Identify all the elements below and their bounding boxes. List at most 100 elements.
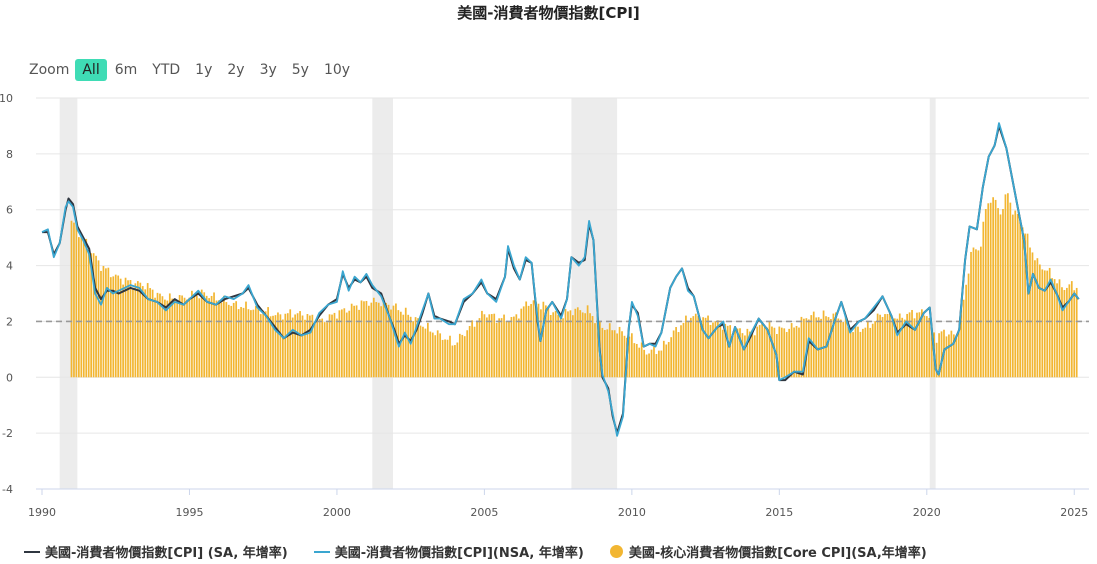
- core-cpi-bar: [429, 331, 432, 378]
- core-cpi-bar: [717, 320, 719, 378]
- core-cpi-bar: [117, 275, 120, 378]
- range-button-all[interactable]: All: [75, 59, 107, 81]
- core-cpi-bar: [923, 315, 926, 378]
- core-cpi-bar: [650, 349, 653, 378]
- core-cpi-bar: [935, 342, 938, 378]
- core-cpi-bar: [360, 300, 363, 378]
- core-cpi-bar: [680, 325, 682, 378]
- core-cpi-bar: [134, 283, 137, 378]
- core-cpi-bar: [785, 332, 788, 378]
- core-cpi-bar: [658, 350, 660, 378]
- core-cpi-bar: [746, 328, 749, 378]
- core-cpi-bar: [451, 345, 454, 378]
- range-button-5y[interactable]: 5y: [291, 62, 309, 78]
- core-cpi-bar: [913, 318, 916, 378]
- recession-band-2: [571, 98, 618, 489]
- core-cpi-bar: [257, 306, 260, 378]
- core-cpi-bar: [382, 298, 385, 378]
- core-cpi-bar: [908, 312, 911, 378]
- core-cpi-bar: [768, 322, 771, 378]
- legend-label: 美國-消費者物價指數[CPI](NSA, 年增率): [334, 546, 584, 561]
- core-cpi-bar: [576, 307, 579, 378]
- core-cpi-bar: [503, 314, 505, 378]
- core-cpi-bar: [151, 289, 154, 378]
- core-cpi-bar: [532, 300, 535, 378]
- core-cpi-bar: [481, 310, 483, 378]
- core-cpi-bar: [1031, 252, 1034, 378]
- core-cpi-bar: [1046, 270, 1049, 378]
- core-cpi-bar: [82, 239, 85, 378]
- core-cpi-bar: [164, 299, 166, 378]
- core-cpi-bar: [363, 301, 365, 378]
- core-cpi-bar: [719, 324, 722, 378]
- y-tick-label: 0: [6, 371, 13, 384]
- core-cpi-bar: [321, 318, 324, 378]
- core-cpi-bar: [284, 313, 287, 378]
- core-cpi-bar: [1051, 278, 1053, 378]
- core-cpi-bar: [773, 327, 776, 378]
- x-tick-label: 2015: [765, 506, 793, 519]
- range-button-ytd[interactable]: YTD: [152, 62, 181, 78]
- core-cpi-bar: [594, 323, 596, 378]
- axes: -4 -2 0 2 4 6 8 10 1990 1995 2000 2005 2010 2015 2020 2…: [0, 92, 1089, 519]
- grid-lines: [36, 97, 1089, 490]
- core-cpi-bar: [623, 335, 626, 378]
- core-cpi-bar: [368, 305, 370, 378]
- core-cpi-bar: [286, 313, 289, 378]
- core-cpi-bar: [191, 290, 193, 378]
- core-cpi-bar: [665, 344, 668, 378]
- core-cpi-bar: [975, 249, 977, 378]
- legend-item-cpi-sa[interactable]: 美國-消費者物價指數[CPI] (SA, 年增率): [24, 542, 288, 561]
- core-cpi-bar: [1024, 233, 1026, 378]
- core-cpi-bar: [468, 325, 471, 378]
- range-button-6m[interactable]: 6m: [114, 62, 138, 78]
- range-button-10y[interactable]: 10y: [323, 62, 351, 78]
- core-cpi-bar: [589, 313, 591, 378]
- core-cpi-bar: [80, 235, 83, 378]
- core-cpi-bar: [348, 310, 351, 378]
- core-cpi-bar: [215, 300, 218, 378]
- core-cpi-bar: [748, 331, 751, 378]
- core-cpi-bar: [350, 303, 353, 378]
- y-tick-label: 8: [6, 148, 13, 161]
- core-cpi-bar: [901, 317, 904, 378]
- core-cpi-bar: [606, 329, 609, 378]
- core-cpi-bar: [517, 318, 520, 378]
- core-cpi-bar: [127, 280, 129, 378]
- legend-item-core-cpi[interactable]: 美國-核心消費者物價指數[Core CPI](SA,年增率): [609, 542, 927, 561]
- core-cpi-bar: [771, 326, 773, 378]
- x-tick-label: 2020: [913, 506, 941, 519]
- core-cpi-bar: [1058, 279, 1061, 378]
- core-cpi-bar: [525, 301, 528, 378]
- core-cpi-bar: [925, 316, 928, 378]
- core-cpi-bar: [970, 251, 972, 378]
- core-cpi-bar: [891, 321, 894, 378]
- core-cpi-bar: [109, 277, 112, 378]
- core-cpi-bar: [886, 313, 889, 378]
- core-cpi-bar: [564, 308, 567, 378]
- range-button-2y[interactable]: 2y: [227, 62, 245, 78]
- legend-swatch-line: [24, 550, 40, 553]
- legend-item-cpi-nsa[interactable]: 美國-消費者物價指數[CPI](NSA, 年增率): [313, 542, 584, 561]
- core-cpi-bar: [500, 318, 503, 378]
- core-cpi-bar: [427, 322, 429, 378]
- core-cpi-bar: [171, 298, 174, 378]
- core-cpi-bar: [124, 277, 127, 378]
- core-cpi-bar: [866, 321, 869, 378]
- core-cpi-bar: [198, 298, 201, 378]
- core-cpi-bar: [822, 310, 825, 378]
- core-cpi-bar: [689, 317, 692, 378]
- core-cpi-bar: [756, 326, 759, 378]
- core-cpi-bar: [1048, 267, 1051, 378]
- core-cpi-bar: [313, 323, 316, 378]
- core-cpi-bar: [277, 312, 279, 378]
- core-cpi-bar: [569, 310, 572, 378]
- legend-swatch-dot: [609, 545, 623, 558]
- core-cpi-bar: [132, 287, 134, 378]
- core-cpi-bar: [628, 336, 631, 378]
- range-button-3y[interactable]: 3y: [259, 62, 277, 78]
- range-button-1y[interactable]: 1y: [195, 62, 213, 78]
- core-cpi-bar: [407, 314, 410, 378]
- x-tick-label: 1995: [175, 506, 203, 519]
